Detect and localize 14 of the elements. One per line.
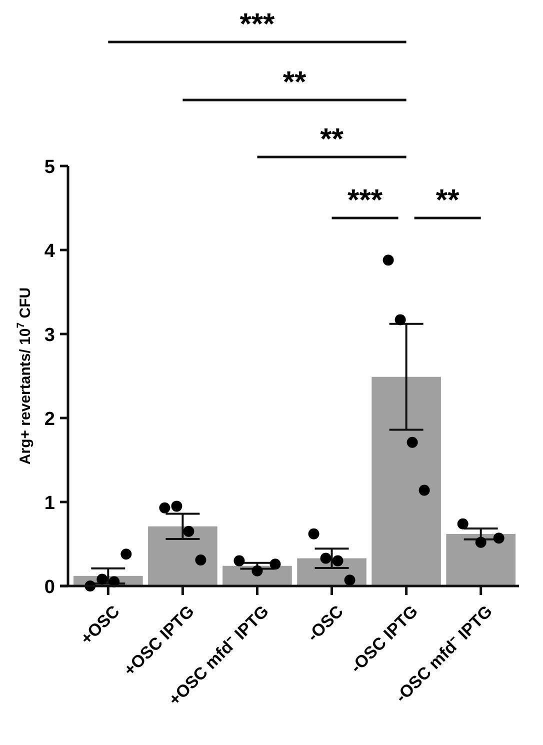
bar (148, 526, 218, 586)
text: *** (240, 8, 276, 41)
y-tick-label: 1 (44, 492, 56, 514)
text: ** (282, 66, 306, 99)
annotation: ** (436, 184, 460, 217)
bar (372, 376, 441, 586)
y-tick-label: 5 (44, 156, 56, 178)
annotation: *** (348, 184, 383, 217)
text: ** (320, 123, 344, 156)
y-tick-label: 0 (44, 576, 55, 598)
bar (446, 534, 516, 586)
y-tick-label: 4 (44, 240, 56, 262)
y-tick-label: 2 (44, 408, 55, 430)
y-tick-label: 3 (44, 324, 55, 346)
